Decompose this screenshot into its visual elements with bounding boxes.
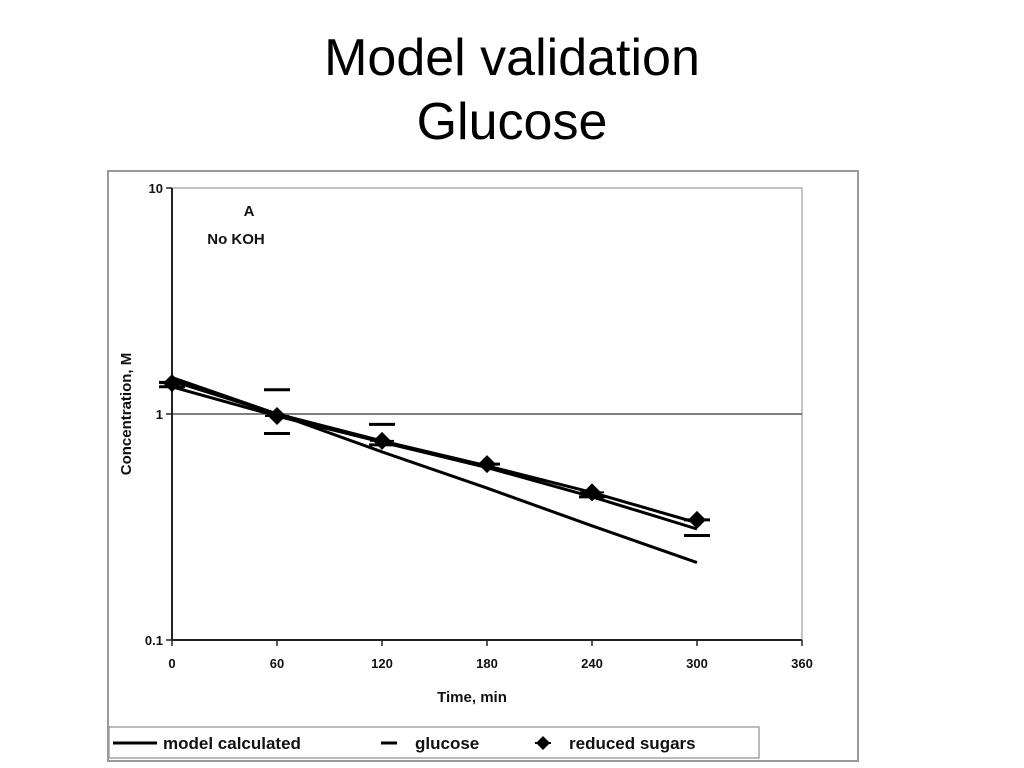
series-line-model-calculated [171, 385, 698, 531]
legend-label-model-calculated: model calculated [163, 734, 301, 753]
x-tick-label: 60 [270, 656, 284, 671]
x-tick-label: 360 [791, 656, 813, 671]
point-reduced-sugars [265, 406, 289, 425]
x-tick-label: 300 [686, 656, 708, 671]
x-tick-label: 0 [168, 656, 175, 671]
y-axis-label: Concentration, M [118, 353, 135, 476]
tick-layer: 0.1 1 10 0 60 120 180 240 300 360 [145, 181, 813, 671]
point-reduced-sugars [370, 431, 394, 450]
chart-svg: 0.1 1 10 0 60 120 180 240 300 360 A No KOH Time, … [109, 181, 813, 759]
y-tick-label: 0.1 [145, 633, 163, 648]
point-reduced-sugars [160, 374, 184, 393]
point-reduced-sugars [580, 483, 604, 502]
legend: model calculated glucose reduced sugars [109, 726, 760, 759]
chart-frame: 0.1 1 10 0 60 120 180 240 300 360 A No KOH Time, … [107, 170, 859, 762]
slide-title: Model validation Glucose [0, 26, 1024, 154]
x-tick-label: 120 [371, 656, 393, 671]
y-tick-label: 1 [156, 407, 163, 422]
title-line-2: Glucose [416, 93, 608, 151]
annotation-line-1: A [244, 203, 255, 220]
legend-label-glucose: glucose [415, 734, 479, 753]
x-tick-label: 180 [476, 656, 498, 671]
x-tick-label: 240 [581, 656, 603, 671]
y-tick-label: 10 [149, 181, 163, 196]
annotation-line-2: No KOH [207, 231, 265, 248]
x-axis-label: Time, min [437, 689, 507, 706]
title-line-1: Model validation [324, 29, 700, 87]
point-reduced-sugars [475, 455, 499, 474]
series-layer [159, 374, 710, 565]
legend-box [109, 726, 760, 759]
legend-label-reduced-sugars: reduced sugars [569, 734, 696, 753]
